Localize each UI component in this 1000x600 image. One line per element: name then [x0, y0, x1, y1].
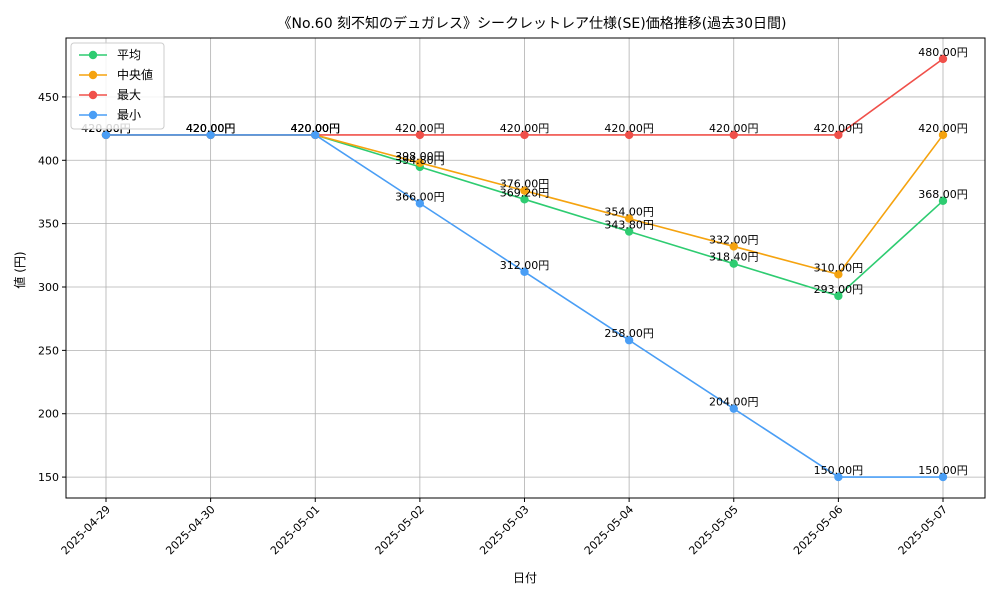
x-tick-label: 2025-05-07 — [896, 503, 950, 557]
data-label-layer: 420.00円 420.00円 420.00円 394.80円 369.20円 343.8… — [81, 46, 968, 477]
data-point — [520, 195, 529, 204]
x-tick-label: 2025-04-29 — [59, 503, 113, 557]
data-label: 420.00円 — [500, 122, 550, 135]
data-label: 310.00円 — [814, 261, 864, 274]
chart-title: 《No.60 刻不知のデュガレス》シークレットレア仕様(SE)価格推移(過去30… — [278, 15, 787, 32]
y-tick-label: 450 — [38, 91, 59, 104]
data-point — [206, 130, 215, 140]
data-label: 293.00円 — [814, 283, 864, 296]
data-point — [624, 336, 634, 345]
data-point — [520, 130, 529, 140]
data-label: 398.00円 — [395, 150, 445, 163]
x-tick-label: 2025-05-03 — [477, 503, 531, 557]
x-tick-label: 2025-05-06 — [791, 503, 845, 557]
data-point — [938, 196, 948, 206]
data-label: 394.80円 — [395, 154, 445, 167]
data-point — [624, 227, 634, 236]
data-label: 420.00円 — [186, 122, 236, 135]
data-point — [834, 291, 843, 301]
data-point — [520, 267, 529, 277]
data-label: 420.00円 — [918, 122, 968, 135]
data-label: 420.00円 — [186, 122, 236, 135]
data-label: 332.00円 — [709, 233, 759, 246]
data-label: 312.00円 — [500, 259, 550, 272]
data-label: 420.00円 — [186, 122, 236, 135]
data-point — [311, 130, 320, 140]
legend-entry: 中央値 — [117, 67, 153, 82]
data-label: 420.00円 — [186, 122, 236, 135]
legend-swatch-marker — [88, 90, 98, 100]
y-axis-label: 値 (円) — [12, 251, 27, 288]
y-tick-label: 350 — [38, 218, 59, 231]
x-tick-label: 2025-04-30 — [163, 503, 217, 557]
legend-swatch-marker — [88, 110, 98, 120]
y-tick-label: 200 — [38, 408, 59, 421]
data-point — [938, 130, 948, 140]
data-point — [624, 214, 634, 223]
data-label: 318.40円 — [709, 251, 759, 264]
data-label: 376.00円 — [500, 178, 550, 191]
data-point — [834, 130, 843, 140]
data-point — [415, 199, 425, 208]
data-label: 369.20円 — [500, 186, 550, 199]
data-label: 354.00円 — [604, 206, 654, 219]
data-label: 343.80円 — [604, 219, 654, 232]
data-label: 150.00円 — [814, 464, 864, 477]
data-label: 368.00円 — [918, 188, 968, 201]
data-point — [729, 242, 738, 251]
data-point — [729, 130, 738, 140]
data-point — [624, 130, 634, 140]
grid-layer — [66, 38, 985, 498]
data-point — [101, 130, 111, 140]
x-tick-label: 2025-05-01 — [268, 503, 322, 557]
axis-layer: 2025-04-29 2025-04-30 2025-05-01 2025-05-02… — [38, 37, 986, 557]
data-label: 150.00円 — [918, 464, 968, 477]
data-label: 420.00円 — [291, 122, 341, 135]
data-label: 480.00円 — [918, 46, 968, 59]
data-point — [938, 472, 948, 482]
data-label: 204.00円 — [709, 396, 759, 409]
x-tick-label: 2025-05-02 — [373, 503, 427, 557]
data-point — [729, 259, 738, 268]
y-tick-label: 250 — [38, 344, 59, 357]
data-point — [938, 54, 948, 64]
data-label: 420.00円 — [709, 122, 759, 135]
data-point — [520, 186, 529, 195]
data-label: 420.00円 — [814, 122, 864, 135]
plot-frame — [65, 37, 986, 499]
data-label: 420.00円 — [395, 122, 445, 135]
data-label: 258.00円 — [604, 327, 654, 340]
y-tick-label: 150 — [38, 471, 59, 484]
data-label: 420.00円 — [291, 122, 341, 135]
data-point — [729, 404, 738, 413]
data-label: 420.00円 — [291, 122, 341, 135]
x-tick-label: 2025-05-04 — [582, 503, 636, 557]
y-tick-label: 400 — [38, 154, 59, 167]
x-axis-label: 日付 — [513, 571, 537, 585]
x-tick-label: 2025-05-05 — [686, 503, 740, 557]
legend-swatch-marker — [88, 70, 98, 80]
legend-swatch-marker — [88, 50, 98, 60]
data-point — [834, 472, 843, 482]
legend-entry: 最小 — [117, 108, 141, 122]
legend-entry: 最大 — [117, 88, 141, 102]
data-point — [415, 158, 425, 168]
data-point — [834, 270, 843, 279]
y-tick-label: 300 — [38, 281, 59, 294]
data-point — [415, 130, 425, 140]
legend-entry: 平均 — [117, 48, 141, 62]
data-label: 420.00円 — [291, 122, 341, 135]
series-layer — [101, 54, 948, 482]
data-label: 420.00円 — [604, 122, 654, 135]
legend-box — [70, 42, 165, 130]
data-label: 366.00円 — [395, 190, 445, 203]
